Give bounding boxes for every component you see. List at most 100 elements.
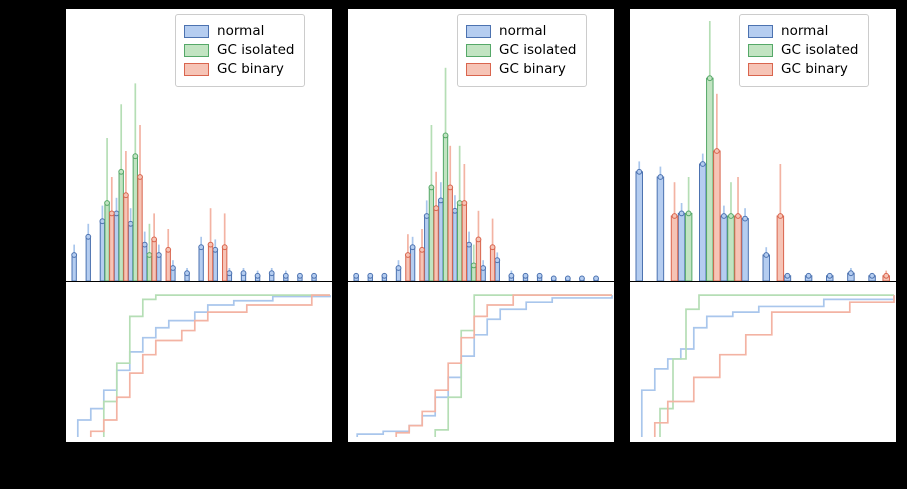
hist-bar [85,236,91,281]
bar-marker [494,257,501,264]
hist-bar [207,244,214,281]
hist-bar [438,199,444,281]
bar-marker [419,246,425,253]
bar-marker [155,252,162,258]
hist-bar [419,249,425,281]
hist-bar [706,77,714,281]
bar-marker [221,244,228,251]
bar-marker [848,270,854,277]
bar-marker [423,213,430,219]
bar-marker [108,210,115,217]
bar-marker [141,241,148,248]
bar-marker [240,270,247,277]
hist-bar [212,249,218,281]
bar-marker [71,252,78,258]
hist-bar [165,249,171,281]
bar-marker [99,218,106,225]
bar-marker [671,213,678,219]
legend-swatch-normal [748,24,774,38]
bar-marker [728,213,734,219]
bar-marker [706,75,713,82]
legend-item-gc-binary: GC binary [184,61,294,77]
bar-marker [784,272,791,279]
hist-bar [734,215,742,281]
bar-marker [461,200,468,206]
legend-label-normal: normal [499,23,547,39]
bar-marker [207,241,214,248]
cdf-line [76,295,331,437]
hist-bar [494,259,500,281]
hist-bar [127,223,134,281]
histogram-panel-right: normal GC isolated GC binary [629,8,897,282]
legend-label-gc-isolated: GC isolated [217,42,295,59]
hist-bar [222,246,228,281]
hist-bar [132,155,138,281]
bar-marker [657,174,664,180]
legend-swatch-gc-isolated [466,43,492,57]
bar-marker [564,275,571,281]
bar-marker [433,205,440,212]
hist-bar [475,238,482,281]
bar-marker [805,272,812,279]
hist-bar [741,218,749,281]
hist-bar [146,254,153,281]
bar-marker [763,252,770,258]
bar-marker [165,246,172,253]
bar-marker [198,244,205,251]
cdf-panel-middle [347,282,615,443]
legend-item-normal: normal [184,23,294,39]
hist-bar [409,246,416,281]
bar-marker [742,215,748,222]
bar-marker [456,200,463,206]
legend-swatch-gc-binary [748,62,774,76]
legend-item-gc-binary: GC binary [466,61,576,77]
bar-marker [113,210,120,217]
panel-column-middle: normal GC isolated GC binary [347,8,615,443]
legend-label-gc-binary: GC binary [499,61,566,78]
cdf-line [659,294,894,437]
cdf-panel-left [65,282,333,443]
bar-marker [395,265,402,271]
hist-bar [699,163,707,281]
bar-marker [826,272,833,279]
bar-marker [713,148,720,154]
legend-label-normal: normal [781,23,829,39]
hist-bar [713,150,721,281]
hist-bar [142,244,148,281]
legend-swatch-normal [466,24,492,38]
bar-marker [437,197,444,204]
hist-bar [71,254,77,281]
legend-label-normal: normal [217,23,265,39]
bar-marker [405,252,411,258]
bar-marker [132,153,139,160]
bar-marker [123,192,129,199]
hist-bar [447,186,453,281]
bar-marker [678,210,685,217]
legend-item-normal: normal [466,23,576,39]
cdf-line [653,295,895,437]
cdf-line [89,294,330,437]
bar-marker [104,200,110,206]
hist-bar [428,186,435,281]
legend: normal GC isolated GC binary [739,14,870,87]
bar-marker [184,270,190,277]
bar-marker [579,275,585,281]
histogram-panel-middle: normal GC isolated GC binary [347,8,615,282]
legend-label-gc-binary: GC binary [781,61,848,78]
bar-marker [447,184,454,191]
hist-bar [720,215,728,281]
legend-swatch-normal [184,24,210,38]
bar-marker [137,174,143,180]
bar-marker [268,270,275,277]
bar-marker [685,210,692,217]
cdf-line [102,294,330,437]
panel-column-right: normal GC isolated GC binary [629,8,897,443]
cdf-plot-left [76,294,331,437]
legend-label-gc-isolated: GC isolated [781,42,859,59]
bar-marker [85,233,92,240]
hist-bar [456,202,463,281]
histogram-plot-left [71,83,317,281]
hist-bar [452,210,458,281]
hist-bar [635,171,643,281]
hist-bar [151,238,157,281]
